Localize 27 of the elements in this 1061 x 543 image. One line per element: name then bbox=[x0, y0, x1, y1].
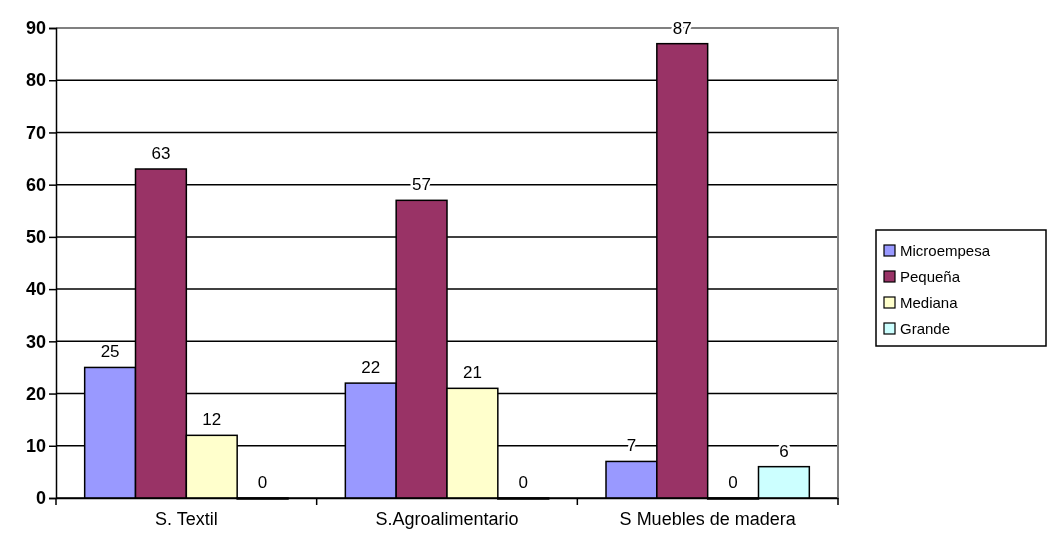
data-label: 63 bbox=[151, 144, 171, 163]
data-label: 87 bbox=[672, 18, 692, 38]
y-tick-label: 10 bbox=[25, 436, 46, 457]
data-label: 0 bbox=[728, 473, 738, 492]
y-tick-label: 50 bbox=[25, 227, 46, 248]
y-tick-label: 80 bbox=[25, 70, 46, 91]
data-label: 22 bbox=[361, 358, 381, 378]
data-label: 0 bbox=[518, 473, 528, 492]
legend-label: Grande bbox=[900, 320, 951, 337]
y-tick-label: 30 bbox=[25, 331, 46, 352]
y-tick-label: 70 bbox=[25, 122, 46, 143]
data-label: 6 bbox=[779, 441, 789, 461]
y-tick-label: 60 bbox=[25, 174, 46, 195]
y-tick-label: 0 bbox=[35, 488, 46, 509]
y-tick-label: 20 bbox=[25, 383, 46, 404]
data-label: 21 bbox=[462, 363, 482, 383]
y-tick-label: 40 bbox=[25, 279, 46, 300]
legend-label: Mediana bbox=[900, 294, 959, 311]
legend-label: Pequeña bbox=[900, 268, 961, 285]
x-tick-label: S.Agroalimentario bbox=[375, 508, 519, 529]
legend-label: Microempesa bbox=[900, 242, 991, 259]
data-label: 0 bbox=[257, 473, 268, 492]
data-label: 25 bbox=[100, 342, 120, 362]
data-label: 12 bbox=[202, 410, 222, 430]
x-tick-label: S. Textil bbox=[154, 508, 218, 529]
x-tick-label: S Muebles de madera bbox=[619, 508, 797, 529]
y-tick-label: 90 bbox=[25, 18, 46, 39]
